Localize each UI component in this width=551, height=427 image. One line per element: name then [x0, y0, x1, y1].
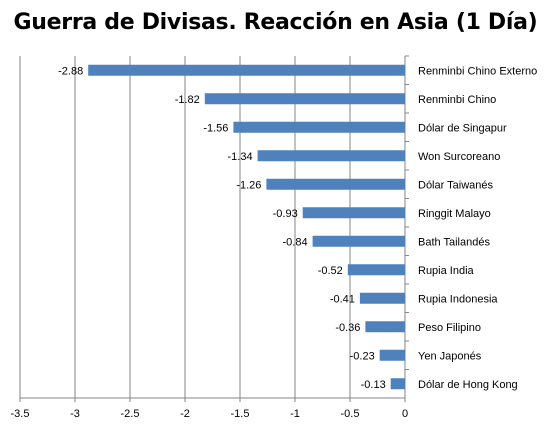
x-tick-label: -1 — [290, 408, 300, 420]
bar — [233, 121, 405, 133]
data-label: -2.88 — [58, 65, 83, 77]
bar — [204, 93, 405, 105]
category-label: Bath Tailandés — [418, 236, 490, 248]
bar — [88, 64, 405, 76]
data-label: -1.26 — [236, 179, 261, 191]
data-label: -0.93 — [273, 208, 298, 220]
category-label: Dólar de Singapur — [418, 122, 507, 134]
category-label: Peso Filipino — [418, 322, 481, 334]
data-label: -0.41 — [330, 293, 355, 305]
data-label: -0.52 — [318, 265, 343, 277]
x-tick-label: 0 — [402, 408, 408, 420]
category-label: Dólar de Hong Kong — [418, 379, 518, 391]
bar — [365, 321, 405, 333]
bar — [266, 178, 405, 190]
data-label: -0.23 — [350, 350, 375, 362]
bar — [312, 235, 405, 247]
x-tick-label: -3.5 — [11, 408, 30, 420]
bar — [379, 349, 405, 361]
category-label: Rupia India — [418, 265, 475, 277]
category-label: Dólar Taiwanés — [418, 179, 494, 191]
data-label: -1.82 — [175, 94, 200, 106]
bar — [302, 207, 405, 219]
category-label: Yen Japonés — [418, 350, 482, 362]
bar — [390, 378, 405, 390]
chart-title: Guerra de Divisas. Reacción en Asia (1 D… — [13, 10, 538, 35]
bar — [359, 292, 405, 304]
bar — [347, 264, 405, 276]
x-tick-label: -0.5 — [341, 408, 360, 420]
x-tick-label: -3 — [70, 408, 80, 420]
bar — [257, 150, 405, 162]
data-label: -0.13 — [361, 379, 386, 391]
x-tick-label: -2 — [180, 408, 190, 420]
data-label: -1.56 — [203, 122, 228, 134]
x-tick-label: -2.5 — [121, 408, 140, 420]
category-label: Won Surcoreano — [418, 151, 500, 163]
category-label: Rupia Indonesia — [418, 293, 498, 305]
data-label: -0.36 — [335, 322, 360, 334]
data-label: -0.84 — [283, 236, 308, 248]
data-label: -1.34 — [228, 151, 253, 163]
category-label: Renminbi Chino Externo — [418, 65, 537, 77]
category-label: Renminbi Chino — [418, 94, 496, 106]
category-label: Ringgit Malayo — [418, 208, 491, 220]
x-tick-label: -1.5 — [231, 408, 250, 420]
